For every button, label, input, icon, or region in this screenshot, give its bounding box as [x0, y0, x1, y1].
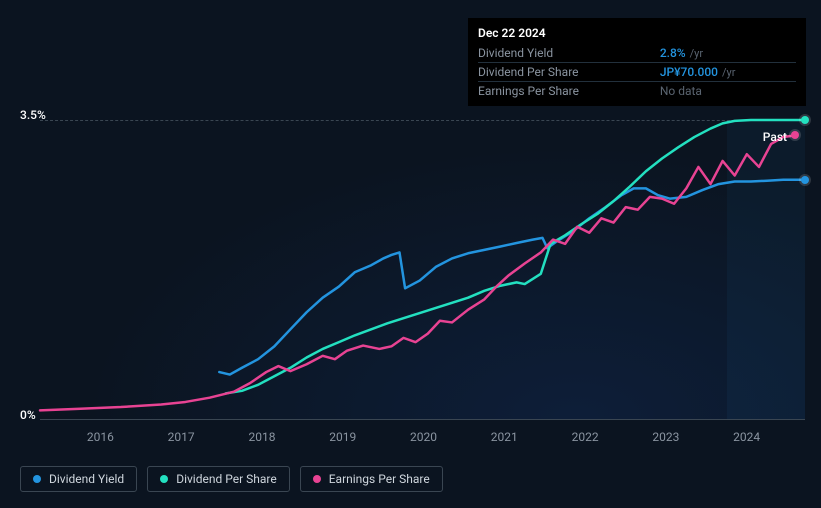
series-end-dot-dividend_per_share [801, 116, 809, 124]
tooltip-row-value: No data [660, 82, 796, 101]
tooltip-table: Dividend Yield2.8%/yrDividend Per ShareJ… [478, 44, 796, 100]
x-tick: 2019 [329, 430, 356, 444]
tooltip-row: Earnings Per ShareNo data [478, 82, 796, 101]
x-tick: 2020 [410, 430, 437, 444]
legend-dot-icon [313, 475, 321, 483]
legend-item-earnings_per_share[interactable]: Earnings Per Share [300, 466, 443, 492]
x-tick: 2024 [733, 430, 760, 444]
legend-dot-icon [160, 475, 168, 483]
x-tick: 2017 [168, 430, 195, 444]
tooltip-row-label: Earnings Per Share [478, 82, 660, 101]
series-earnings_per_share [40, 135, 795, 410]
legend-dot-icon [33, 475, 41, 483]
x-tick: 2021 [491, 430, 518, 444]
past-label: Past [763, 130, 787, 144]
plot-area[interactable] [40, 120, 805, 420]
series-end-dot-dividend_yield [801, 176, 809, 184]
legend-label: Earnings Per Share [329, 472, 430, 486]
legend-item-dividend_per_share[interactable]: Dividend Per Share [147, 466, 290, 492]
x-tick: 2023 [652, 430, 679, 444]
data-tooltip: Dec 22 2024 Dividend Yield2.8%/yrDividen… [468, 18, 806, 106]
x-axis: 2016 2017 2018 2019 2020 2021 2022 2023 2024 [60, 430, 821, 450]
tooltip-date: Dec 22 2024 [478, 26, 796, 40]
tooltip-row-value: JP¥70.000/yr [660, 63, 796, 82]
tooltip-row-label: Dividend Per Share [478, 63, 660, 82]
legend: Dividend Yield Dividend Per Share Earnings… [20, 466, 443, 492]
tooltip-row-value: 2.8%/yr [660, 44, 796, 63]
legend-label: Dividend Per Share [176, 472, 277, 486]
legend-item-dividend_yield[interactable]: Dividend Yield [20, 466, 137, 492]
x-tick: 2022 [572, 430, 599, 444]
x-tick: 2016 [87, 430, 114, 444]
y-axis-min-label: 0% [20, 408, 36, 422]
tooltip-row-label: Dividend Yield [478, 44, 660, 63]
series-dividend_per_share [226, 120, 805, 393]
x-tick: 2018 [248, 430, 275, 444]
series-dividend_yield [219, 180, 805, 375]
series-end-dot-earnings_per_share [791, 131, 799, 139]
tooltip-row: Dividend Per ShareJP¥70.000/yr [478, 63, 796, 82]
tooltip-row: Dividend Yield2.8%/yr [478, 44, 796, 63]
legend-label: Dividend Yield [49, 472, 124, 486]
